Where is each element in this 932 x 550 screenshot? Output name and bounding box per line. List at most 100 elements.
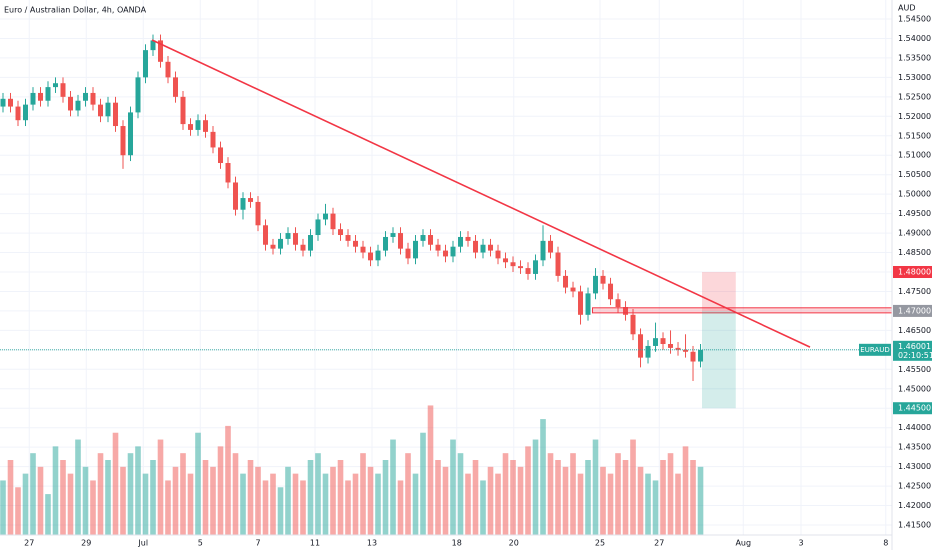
candle-body <box>420 235 426 241</box>
candle-body <box>150 40 156 51</box>
x-tick-label: Jul <box>137 539 148 548</box>
candle-body <box>8 98 14 107</box>
volume-bar <box>487 466 494 535</box>
candle-body <box>540 240 546 261</box>
volume-bar <box>292 473 299 535</box>
price-marker-bg <box>893 402 932 415</box>
x-tick-label: 18 <box>452 539 462 548</box>
y-tick-label: 1.53500 <box>898 53 931 62</box>
volume-bar <box>240 473 246 535</box>
candle-body <box>30 92 36 105</box>
volume-bar <box>675 473 681 535</box>
volume-bar <box>225 425 231 535</box>
volume-bar <box>457 453 464 535</box>
candle-body <box>630 314 636 335</box>
volume-bar <box>427 405 434 535</box>
candle-body <box>120 126 126 156</box>
volume-bar <box>307 460 314 535</box>
candle-body <box>525 268 531 274</box>
candle-body <box>248 198 254 202</box>
x-tick-label: 11 <box>310 539 320 548</box>
candle-body <box>315 219 321 236</box>
volume-bar <box>195 432 201 535</box>
candle-body <box>480 244 486 253</box>
volume-bar <box>375 473 381 535</box>
volume-bar <box>622 460 629 535</box>
y-tick-label: 1.54000 <box>898 34 931 43</box>
last-price-bg <box>893 340 932 361</box>
candle-body <box>623 307 629 315</box>
volume-bar <box>360 453 366 535</box>
candle-body <box>225 163 231 183</box>
volume-bar <box>570 453 576 535</box>
price-marker-label: 1.48000 <box>898 267 931 276</box>
x-tick-label: 20 <box>509 539 519 548</box>
candle-body <box>180 96 186 125</box>
y-tick-label: 1.43500 <box>898 443 931 452</box>
candle-body <box>458 236 464 247</box>
candle-body <box>240 198 246 210</box>
candle-body <box>390 233 396 237</box>
volume-bar <box>667 453 674 535</box>
volume-bar <box>547 453 554 535</box>
y-tick-label: 1.48500 <box>898 248 931 257</box>
chart-title: Euro / Australian Dollar, 4h, OANDA <box>4 6 147 15</box>
y-tick-label: 1.50500 <box>898 170 931 179</box>
volume-bar <box>285 466 291 535</box>
volume-bar <box>112 432 119 535</box>
candle-body <box>15 106 21 121</box>
volume-bar <box>690 460 696 535</box>
candle-body <box>638 334 644 358</box>
candle-body <box>548 240 554 253</box>
candle-body <box>143 50 149 78</box>
volume-bar <box>697 466 704 535</box>
candle-body <box>645 345 651 358</box>
y-tick-label: 1.52000 <box>898 112 931 121</box>
volume-bar <box>645 473 651 535</box>
candle-body <box>38 92 44 101</box>
candle-body <box>345 235 351 241</box>
volume-bar <box>390 439 396 535</box>
price-marker-bg <box>893 265 932 278</box>
candle-body <box>105 102 111 117</box>
volume-bar <box>90 480 96 535</box>
candle-body <box>195 120 201 130</box>
candle-body <box>83 92 89 101</box>
volume-bar <box>577 473 584 535</box>
volume-bar <box>592 439 599 535</box>
symbol-label: EURAUD <box>860 346 889 354</box>
price-marker-bg <box>893 304 932 317</box>
candle-body <box>218 147 224 164</box>
candle-body <box>668 344 674 348</box>
volume-bar <box>322 473 329 535</box>
candle-body <box>615 299 621 308</box>
candle-body <box>428 235 434 245</box>
y-tick-label: 1.42000 <box>898 501 931 510</box>
volume-bar <box>630 439 636 535</box>
candle-body <box>465 236 471 241</box>
candle-body <box>593 275 599 294</box>
volume-bar <box>352 473 359 535</box>
y-tick-label: 1.51000 <box>898 151 931 160</box>
x-tick-label: 27 <box>654 539 664 548</box>
volume-bar <box>330 466 336 535</box>
candle-body <box>488 244 494 251</box>
volume-bar <box>555 460 561 535</box>
candle-body <box>270 244 276 249</box>
volume-bar <box>405 453 411 535</box>
x-tick-label: 13 <box>367 539 377 548</box>
candle-body <box>510 262 516 267</box>
volume-bar <box>165 480 171 535</box>
volume-bar <box>172 466 179 535</box>
volume-bar <box>157 439 164 535</box>
candle-body <box>398 233 404 249</box>
y-tick-label: 1.52500 <box>898 92 931 101</box>
candle-body <box>23 104 29 121</box>
candle-body <box>135 77 141 113</box>
x-tick-label: 29 <box>81 539 91 548</box>
candle-body <box>413 240 419 259</box>
volume-bar <box>210 466 216 535</box>
candle-body <box>90 92 96 105</box>
